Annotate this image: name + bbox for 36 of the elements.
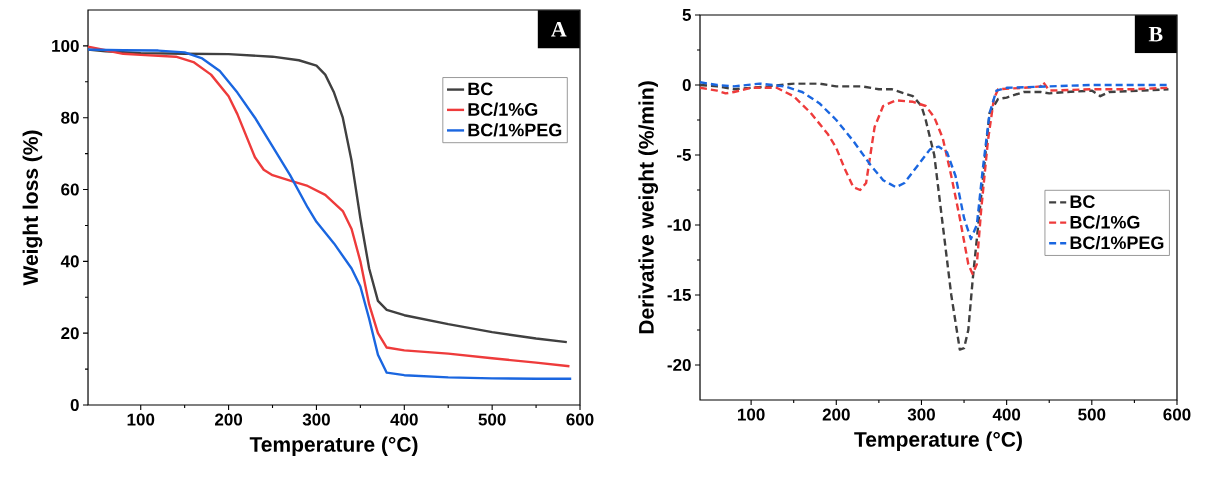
legend-label: BC/1%G (1070, 215, 1140, 229)
legend-label: BC/1%PEG (1070, 235, 1164, 250)
x-tick-label: 400 (390, 413, 418, 426)
legend-label: BC (1070, 195, 1095, 209)
legend-label: BC/1%PEG (468, 123, 562, 137)
y-axis-title: Derivative weight (%/min) (638, 81, 659, 334)
y-tick-label: 40 (60, 255, 79, 268)
y-tick-label: 20 (61, 327, 79, 340)
x-tick-label: 600 (1163, 408, 1191, 421)
y-tick-label: -10 (667, 218, 691, 232)
y-axis-title: Weight loss (%) (22, 130, 43, 286)
x-axis-title: Temperature (°C) (249, 436, 418, 457)
x-tick-label: 100 (737, 408, 765, 421)
annotation: B (1148, 26, 1163, 42)
y-tick-label: 0 (70, 398, 79, 412)
x-tick-label: 400 (992, 408, 1021, 421)
x-tick-label: 300 (302, 413, 330, 426)
x-tick-label: 500 (1078, 408, 1106, 421)
x-tick-label: 500 (478, 413, 506, 426)
y-tick-label: -20 (667, 358, 691, 372)
x-tick-label: 300 (907, 408, 935, 421)
legend-label: BC/1%G (468, 102, 538, 117)
y-tick-label: -15 (667, 289, 691, 301)
x-tick-label: 100 (127, 413, 155, 426)
y-tick-label: 80 (61, 111, 79, 124)
x-tick-label: 600 (566, 413, 594, 426)
x-tick-label: 200 (822, 408, 850, 421)
y-tick-label: -5 (677, 149, 691, 161)
x-axis-title: Temperature (°C) (854, 431, 1022, 452)
legend-label: BC (468, 82, 493, 96)
x-tick-label: 200 (215, 413, 243, 426)
y-tick-label: 0 (682, 78, 691, 92)
y-tick-label: 5 (682, 9, 691, 21)
y-tick-label: 100 (52, 39, 79, 52)
annotation: A (551, 21, 567, 37)
y-tick-label: 60 (61, 183, 79, 196)
